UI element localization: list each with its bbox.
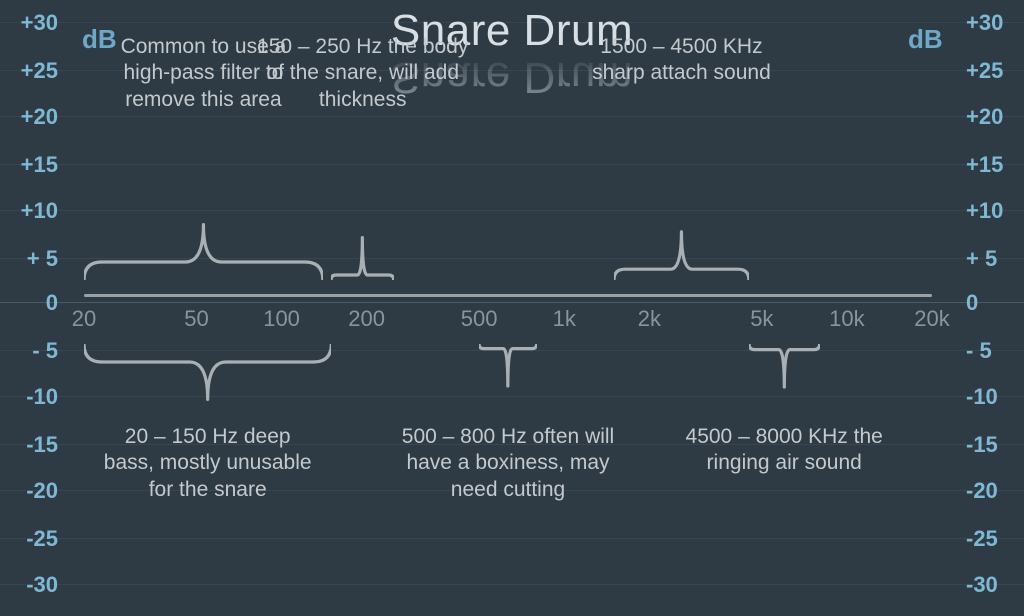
x-axis-label: 5k — [750, 306, 773, 332]
y-axis-label-right: - 5 — [966, 338, 992, 364]
brace-deepbass-note — [84, 344, 331, 412]
x-axis-line — [84, 294, 932, 297]
body-note: 150 – 250 Hz the body of the snare, will… — [253, 34, 473, 113]
y-axis-label-left: -30 — [26, 572, 58, 598]
y-axis-label-left: +15 — [21, 152, 58, 178]
x-axis-label: 1k — [553, 306, 576, 332]
y-axis-label-left: +10 — [21, 198, 58, 224]
y-axis-label-right: -20 — [966, 478, 998, 504]
brace-air-note — [749, 344, 820, 412]
y-axis-label-left: -25 — [26, 526, 58, 552]
gridline — [0, 584, 1024, 585]
attack-note: 1500 – 4500 KHz sharp attach sound — [571, 34, 791, 87]
y-axis-label-right: -15 — [966, 432, 998, 458]
air-note: 4500 – 8000 KHz the ringing air sound — [669, 424, 899, 477]
x-axis-label: 20k — [914, 306, 949, 332]
y-axis-label-left: +20 — [21, 104, 58, 130]
y-axis-label-left: -20 — [26, 478, 58, 504]
brace-box-note — [479, 344, 537, 412]
x-axis-label: 20 — [72, 306, 96, 332]
y-axis-label-left: -15 — [26, 432, 58, 458]
y-axis-label-right: +15 — [966, 152, 1003, 178]
y-axis-label-right: + 5 — [966, 246, 997, 272]
gridline — [0, 116, 1024, 117]
y-axis-label-right: +10 — [966, 198, 1003, 224]
gridline — [0, 538, 1024, 539]
box-note: 500 – 800 Hz often will have a boxiness,… — [398, 424, 618, 503]
brace-attack-note — [614, 212, 749, 280]
x-axis-label: 100 — [263, 306, 300, 332]
y-axis-label-right: +20 — [966, 104, 1003, 130]
gridline — [0, 302, 1024, 303]
eq-chart: +30+30+25+25+20+20+15+15+10+10+ 5+ 500- … — [0, 0, 1024, 616]
gridline — [0, 210, 1024, 211]
x-axis-label: 10k — [829, 306, 864, 332]
deepbass-note: 20 – 150 Hz deep bass, mostly unusable f… — [98, 424, 318, 503]
y-axis-label-left: -10 — [26, 384, 58, 410]
x-axis-label: 200 — [348, 306, 385, 332]
y-axis-label-left: 0 — [46, 290, 58, 316]
y-axis-label-left: + 5 — [27, 246, 58, 272]
y-axis-label-left: - 5 — [32, 338, 58, 364]
brace-hpf-note — [84, 212, 323, 280]
y-axis-label-right: -25 — [966, 526, 998, 552]
x-axis-label: 500 — [461, 306, 498, 332]
y-axis-label-right: -10 — [966, 384, 998, 410]
brace-body-note — [331, 212, 394, 280]
x-axis-label: 50 — [184, 306, 208, 332]
x-axis-label: 2k — [638, 306, 661, 332]
gridline — [0, 164, 1024, 165]
y-axis-label-right: -30 — [966, 572, 998, 598]
y-axis-label-right: 0 — [966, 290, 978, 316]
